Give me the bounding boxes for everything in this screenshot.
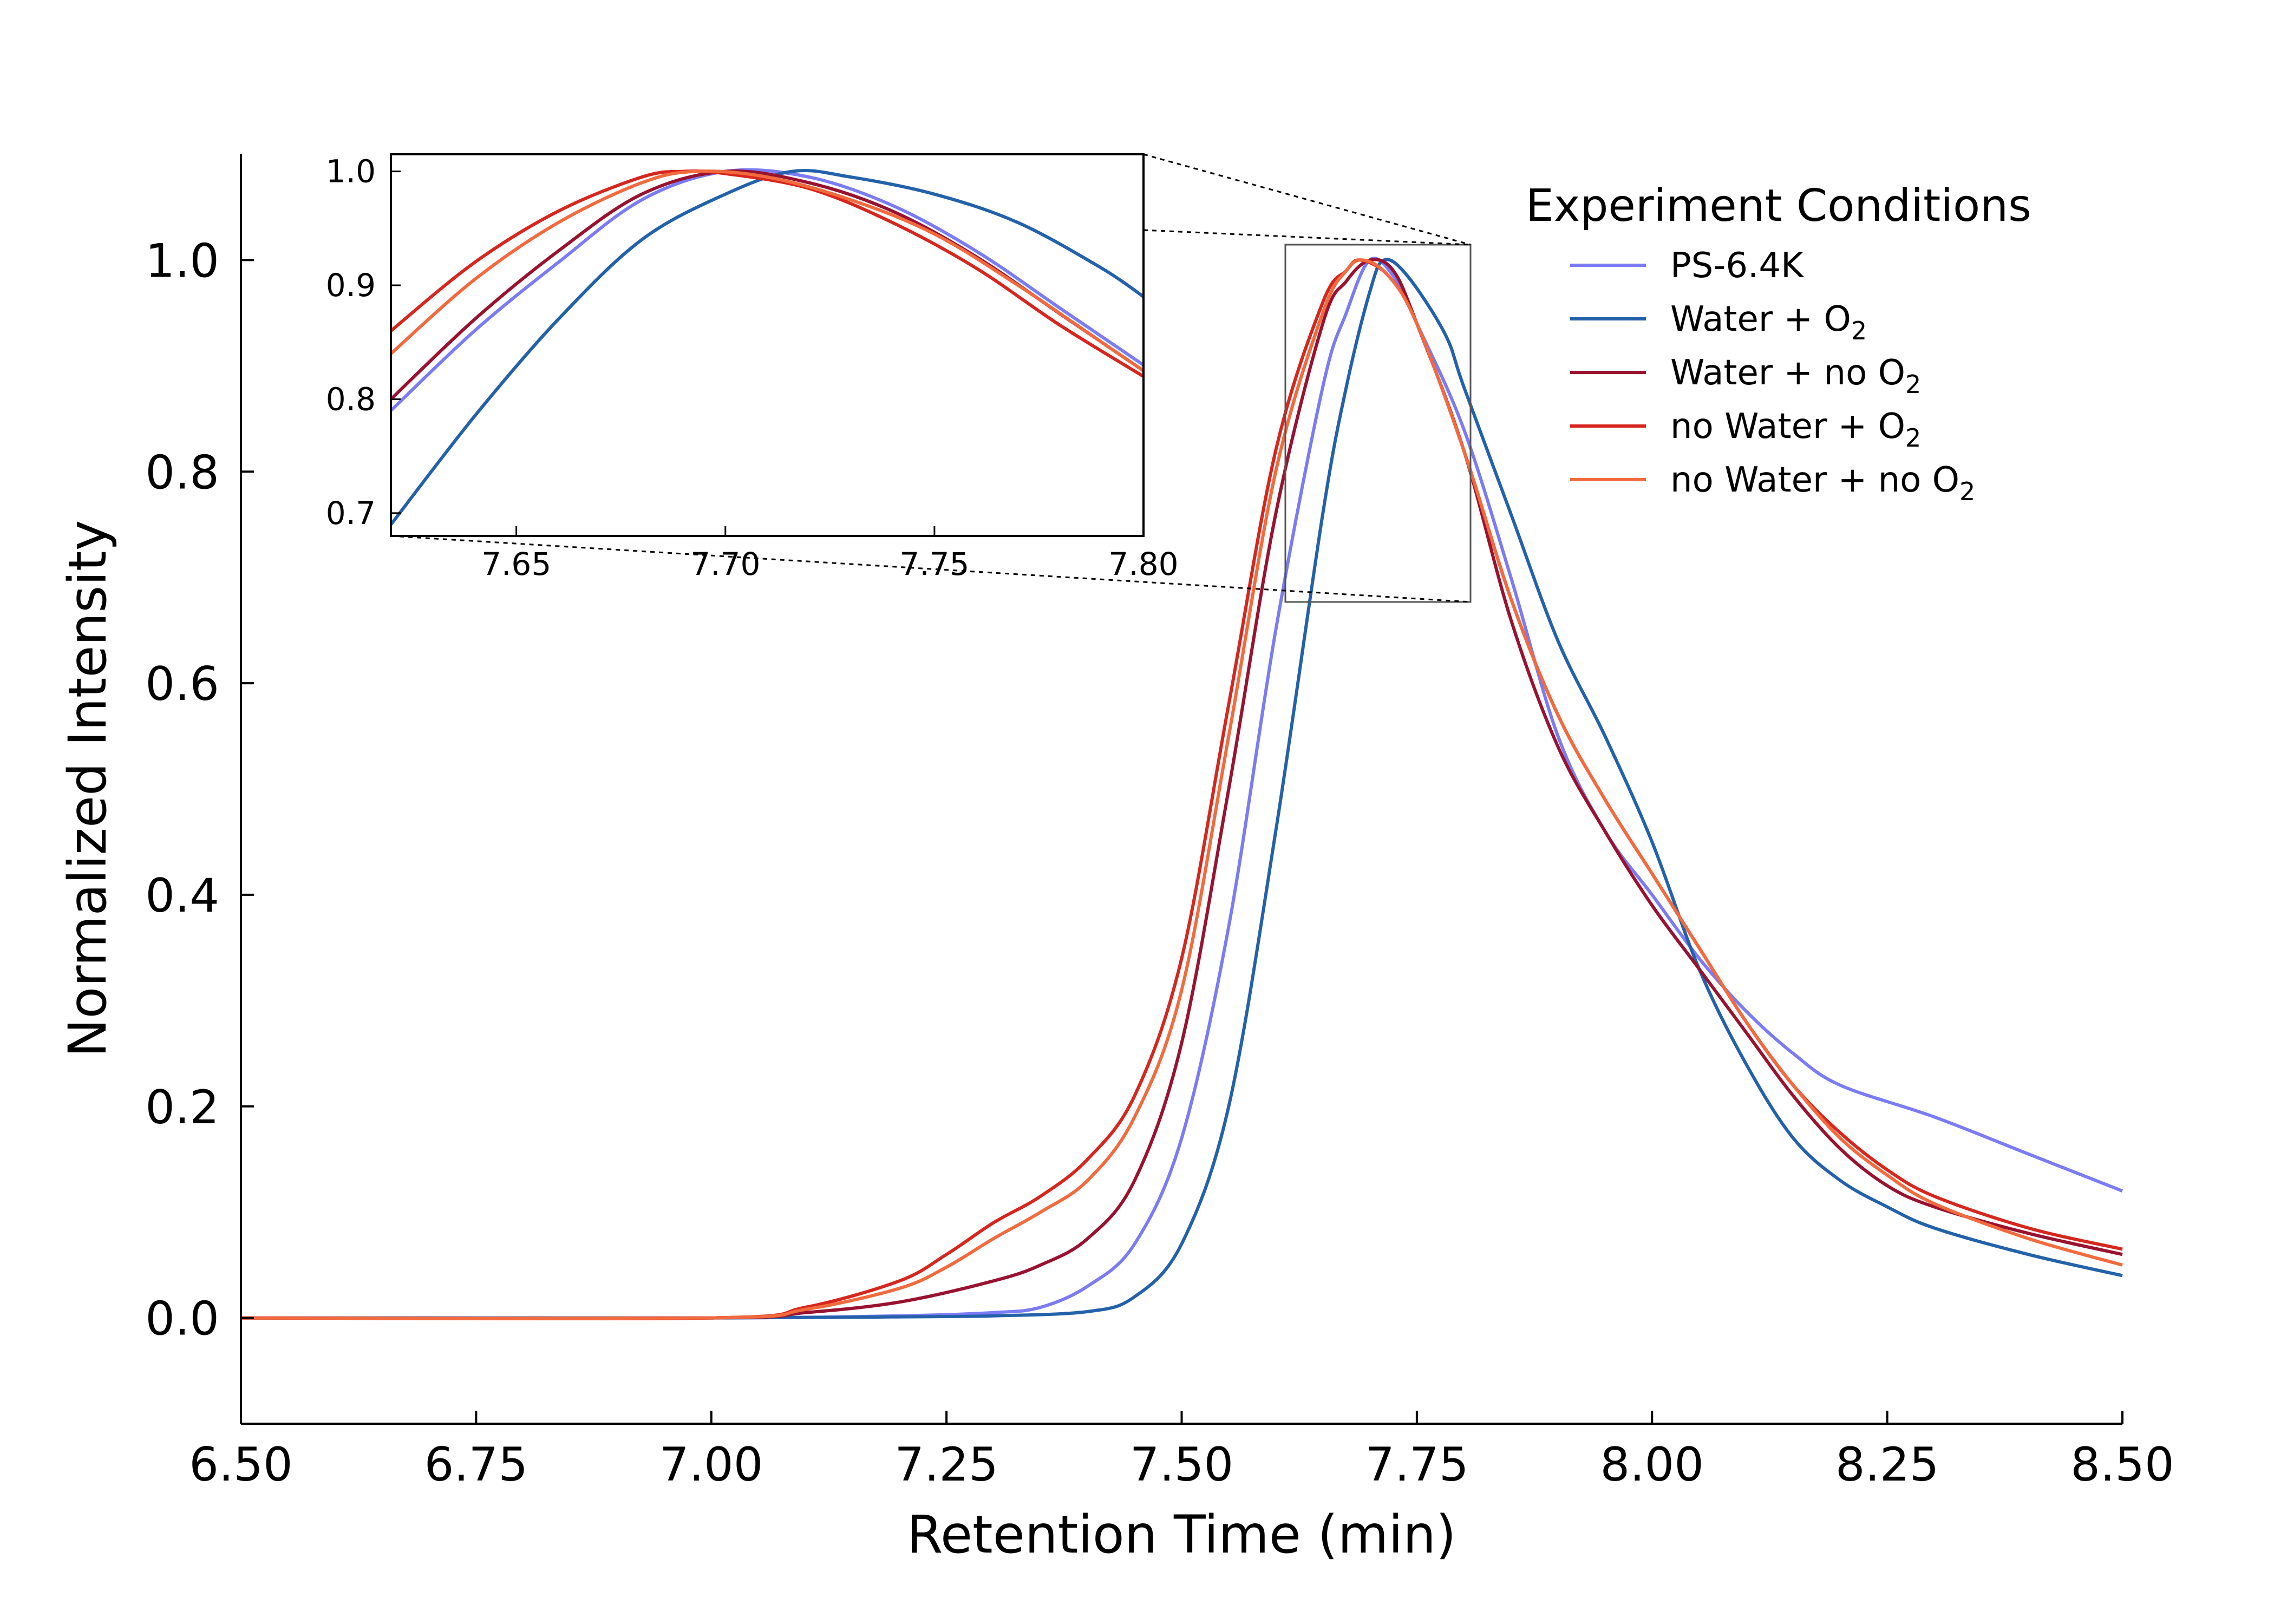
legend: Experiment Conditions PS-6.4K Water + O2 W… bbox=[1526, 180, 2031, 506]
y-tick-label: 0.4 bbox=[145, 869, 219, 923]
y-tick-label: 0.8 bbox=[145, 446, 219, 500]
main-series-group bbox=[240, 257, 2123, 1321]
series-line bbox=[240, 258, 2123, 1320]
inset-x-tick-label: 7.70 bbox=[690, 546, 760, 582]
inset-x-tick-label: 7.65 bbox=[481, 546, 551, 582]
legend-label: no Water + O2 bbox=[1670, 407, 1921, 453]
x-tick-label: 6.50 bbox=[189, 1438, 292, 1492]
inset-background bbox=[391, 154, 1143, 536]
main-plot: 6.50 6.75 7.00 7.25 7.50 7.75 8.00 8.25 8.50 0.0… bbox=[57, 154, 2174, 1565]
x-tick-label: 7.50 bbox=[1130, 1438, 1233, 1492]
x-tick-label: 7.25 bbox=[894, 1438, 998, 1492]
zoom-connector-line bbox=[390, 535, 1471, 603]
inset-x-tick-label: 7.80 bbox=[1108, 546, 1178, 582]
legend-label: PS-6.4K bbox=[1670, 246, 1805, 286]
zoom-connector-line bbox=[1143, 229, 1471, 246]
inset-series-group bbox=[389, 168, 1145, 526]
inset-y-tick-label: 1.0 bbox=[326, 153, 376, 190]
y-tick-label: 0.2 bbox=[145, 1081, 219, 1135]
inset-series-line bbox=[389, 168, 1145, 412]
legend-title: Experiment Conditions bbox=[1526, 180, 2031, 232]
series-line bbox=[240, 257, 2123, 1320]
inset-frame bbox=[390, 153, 1145, 537]
y-axis-label: Normalized Intensity bbox=[57, 520, 118, 1058]
x-tick-label: 7.75 bbox=[1365, 1438, 1468, 1492]
x-tick-label: 8.00 bbox=[1600, 1438, 1704, 1492]
y-tick-label: 0.0 bbox=[145, 1292, 219, 1346]
series-line bbox=[240, 258, 2123, 1320]
inset-x-tick-label: 7.75 bbox=[899, 546, 969, 582]
zoom-region-box bbox=[1284, 244, 1472, 603]
inset-y-tick-label: 0.8 bbox=[326, 381, 376, 417]
series-line bbox=[240, 258, 2123, 1320]
legend-label: Water + no O2 bbox=[1670, 353, 1921, 399]
x-tick-label: 8.25 bbox=[1835, 1438, 1939, 1492]
legend-label: no Water + no O2 bbox=[1670, 460, 1975, 506]
y-tick-label: 1.0 bbox=[145, 234, 219, 288]
y-ticks: 0.0 0.2 0.4 0.6 0.8 1.0 bbox=[145, 234, 254, 1346]
legend-entries: PS-6.4K Water + O2 Water + no O2 no Water +… bbox=[1570, 246, 1975, 506]
inset-y-tick-label: 0.7 bbox=[326, 495, 376, 532]
legend-label: Water + O2 bbox=[1670, 299, 1867, 345]
x-tick-label: 7.00 bbox=[659, 1438, 763, 1492]
inset-x-ticks: 7.65 7.70 7.75 7.80 bbox=[481, 526, 1179, 582]
x-axis-label: Retention Time (min) bbox=[907, 1504, 1456, 1565]
zoom-indicator bbox=[390, 153, 1472, 603]
inset-plot: 7.65 7.70 7.75 7.80 0.7 0.8 0.9 1.0 bbox=[326, 153, 1179, 582]
inset-series-line bbox=[390, 169, 1145, 372]
inset-y-tick-label: 0.9 bbox=[326, 267, 376, 304]
inset-y-ticks: 0.7 0.8 0.9 1.0 bbox=[326, 153, 401, 532]
x-tick-label: 8.50 bbox=[2070, 1438, 2174, 1492]
inset-series-line bbox=[390, 169, 1145, 378]
x-tick-label: 6.75 bbox=[424, 1438, 528, 1492]
x-ticks: 6.50 6.75 7.00 7.25 7.50 7.75 8.00 8.25 8.50 bbox=[189, 1411, 2174, 1492]
y-tick-label: 0.6 bbox=[145, 657, 219, 711]
